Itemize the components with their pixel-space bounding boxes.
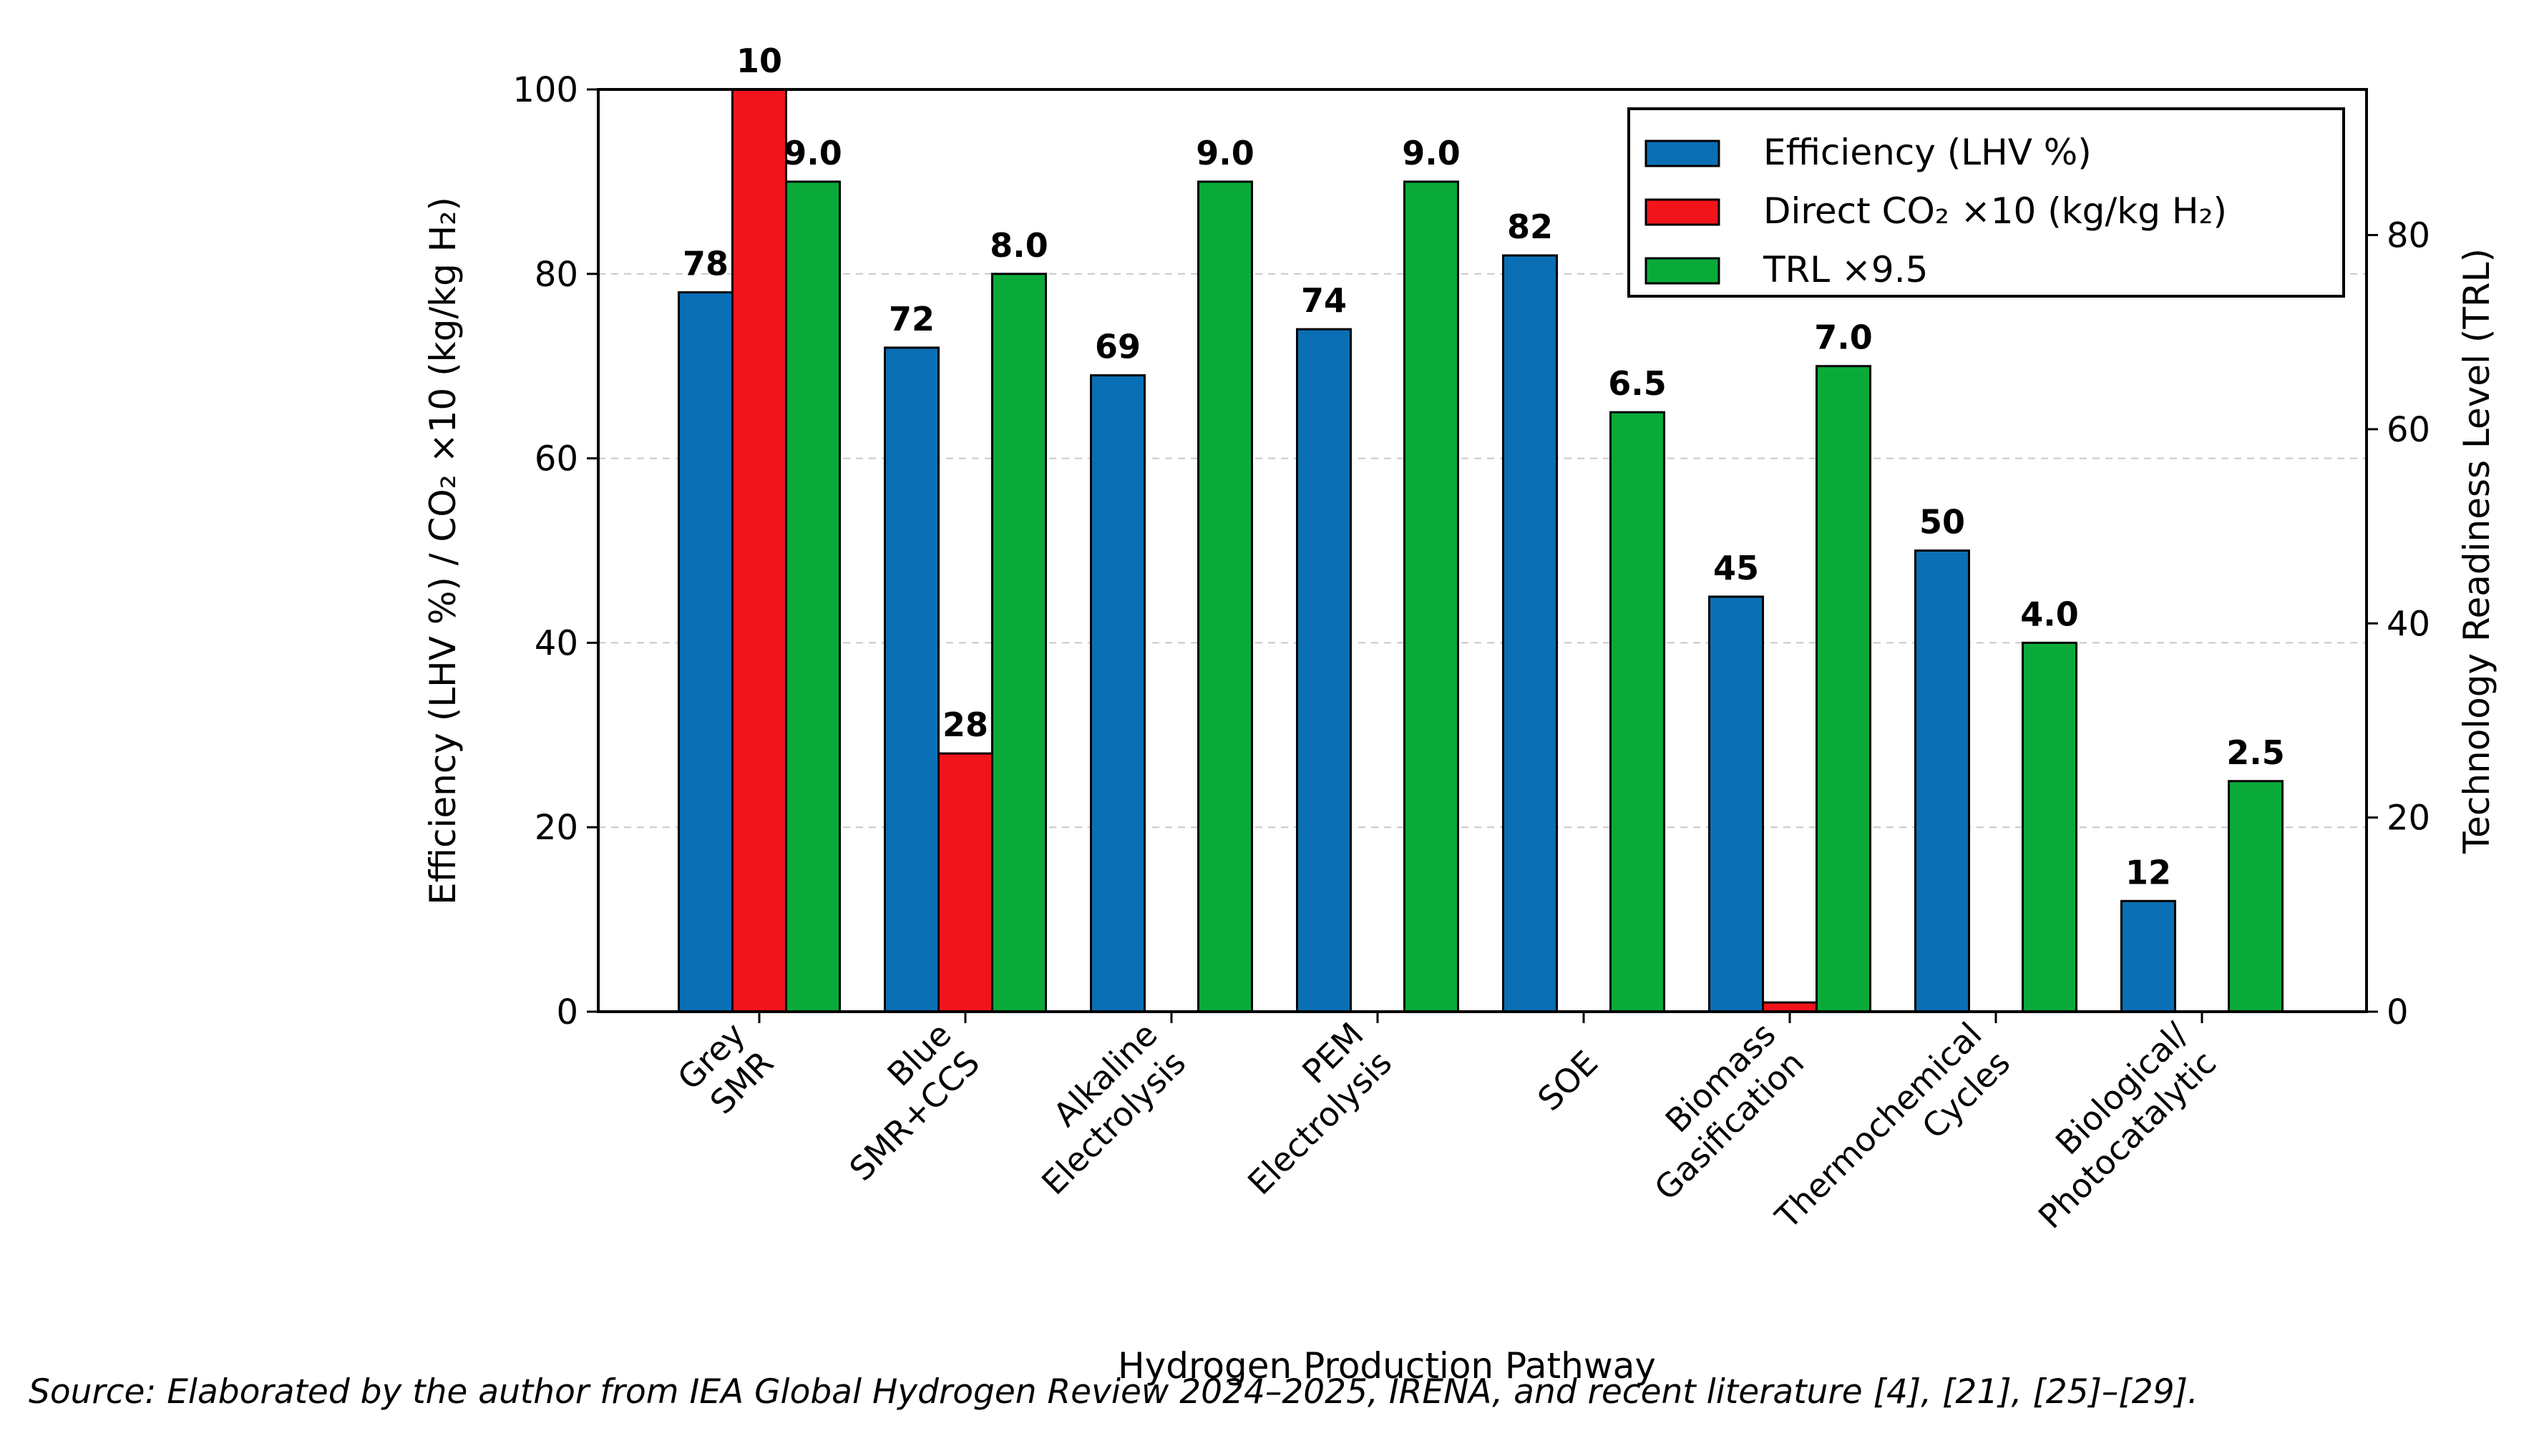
bar (1197, 180, 1253, 1013)
bar (731, 88, 787, 1013)
data-label: 69 (1095, 328, 1141, 366)
data-label: 72 (889, 300, 935, 338)
data-label: 2.5 (2226, 733, 2285, 772)
bar (1708, 595, 1764, 1013)
bar (2022, 641, 2077, 1013)
data-label: 28 (942, 705, 988, 744)
bar (1502, 254, 1558, 1013)
source-note: Source: Elaborated by the author from IE… (29, 1372, 2198, 1412)
y2-tick-label: 60 (2387, 410, 2430, 450)
y2-tick-label: 80 (2387, 216, 2430, 256)
bar (2120, 899, 2176, 1013)
x-tick-label: Biological/Photocatalytic (2031, 1015, 2223, 1236)
y-tick-label: 100 (512, 70, 578, 110)
bar (884, 346, 940, 1013)
data-label: 82 (1507, 207, 1553, 246)
legend-label: Efficiency (LHV %) (1763, 132, 2092, 173)
data-label: 78 (683, 245, 728, 283)
y-tick-label: 40 (535, 623, 578, 663)
bar (1090, 374, 1146, 1013)
bar (991, 273, 1047, 1013)
data-label: 7.0 (1814, 318, 1873, 357)
data-label: 6.5 (1608, 364, 1667, 403)
data-label: 8.0 (990, 226, 1048, 265)
bar (937, 752, 993, 1013)
y-tick-label: 60 (535, 439, 578, 479)
y2-axis-title: Technology Readiness Level (TRL) (2456, 248, 2498, 854)
legend-label: TRL ×9.5 (1763, 249, 1928, 290)
bar (1296, 328, 1352, 1013)
legend-swatch (1644, 198, 1720, 226)
y-tick-label: 80 (535, 255, 578, 295)
plot-frame (597, 88, 2368, 1013)
y-axis-right: 0 20 40 60 80 (2367, 216, 2430, 1032)
y-axis-title: Efficiency (LHV %) / CO₂ ×10 (kg/kg H₂) (422, 197, 464, 905)
grid-lines (598, 273, 2367, 829)
data-label: 9.0 (1196, 134, 1254, 172)
legend-swatch (1644, 257, 1720, 285)
bar (2228, 780, 2284, 1013)
y2-tick-label: 40 (2387, 604, 2430, 644)
data-label: 45 (1713, 549, 1759, 587)
bar (1914, 549, 1970, 1013)
data-label: 12 (2125, 853, 2171, 891)
y-tick-label: 0 (556, 992, 578, 1032)
data-label: 9.0 (1402, 134, 1461, 172)
x-axis-title: Hydrogen Production Pathway (1118, 1345, 1656, 1387)
bar (678, 291, 734, 1013)
data-label: 10 (736, 41, 782, 80)
bar (785, 180, 841, 1013)
bar (1816, 365, 1871, 1013)
data-label: 50 (1919, 503, 1965, 542)
data-label: 9.0 (784, 134, 842, 172)
data-labels: 78 10 9.0 72 28 8.0 69 9.0 74 9.0 82 6.5 45 7.0 50 4.0 1… (683, 41, 2285, 891)
bars (678, 88, 2284, 1013)
y-tick-label: 20 (535, 808, 578, 848)
bar (1403, 180, 1459, 1013)
y-axis-left: 0 20 40 60 80 100 (512, 70, 598, 1032)
bar (1609, 411, 1665, 1013)
y2-tick-label: 20 (2387, 798, 2430, 839)
data-label: 4.0 (2020, 595, 2079, 633)
legend-box (1627, 107, 2345, 298)
legend-label: Direct CO₂ ×10 (kg/kg H₂) (1763, 190, 2227, 232)
data-label: 74 (1301, 281, 1347, 320)
x-tick-label: SOE (1530, 1043, 1605, 1118)
x-tick-label-line: SOE (1530, 1043, 1605, 1118)
legend: Efficiency (LHV %) Direct CO₂ ×10 (kg/kg … (1627, 107, 2345, 298)
legend-swatch (1644, 140, 1720, 167)
y2-tick-label: 0 (2387, 992, 2409, 1032)
